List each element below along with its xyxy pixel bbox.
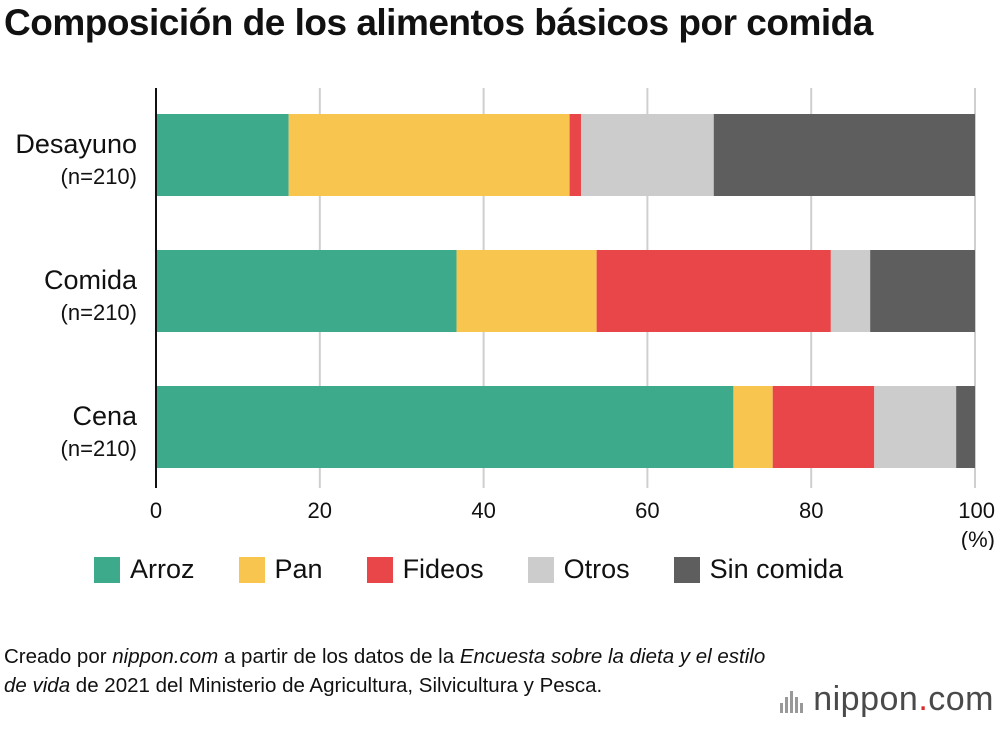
category-sublabel-cena: (n=210) xyxy=(61,436,137,461)
legend-item-fideos: Fideos xyxy=(366,554,484,585)
bar-cena-sin-comida xyxy=(956,386,975,468)
legend-label-pan: Pan xyxy=(274,554,323,584)
bar-desayuno-sin-comida xyxy=(713,114,975,196)
bar-comida-arroz xyxy=(156,250,457,332)
legend-item-pan: Pan xyxy=(238,554,323,585)
logo-name: nippon xyxy=(813,680,919,718)
source-text-2: a partir de los datos de la xyxy=(218,645,460,668)
legend-item-arroz: Arroz xyxy=(94,554,195,585)
source-text-3: de 2021 del Ministerio de Agricultura, S… xyxy=(70,673,603,697)
legend-swatch-pan xyxy=(238,556,265,583)
x-tick-label-0: 0 xyxy=(150,498,162,523)
bar-cena-otros xyxy=(874,386,957,468)
category-label-cena: Cena xyxy=(72,401,138,431)
bar-comida-pan xyxy=(456,250,597,332)
logo-bars-icon xyxy=(780,687,805,713)
category-label-desayuno: Desayuno xyxy=(15,129,137,159)
bar-desayuno-fideos xyxy=(569,114,582,196)
x-tick-label-40: 40 xyxy=(471,498,495,523)
x-axis-unit: (%) xyxy=(961,527,995,550)
logo-tld: com xyxy=(928,680,994,718)
legend-label-fideos: Fideos xyxy=(402,554,484,584)
stacked-bar-chart: Desayuno (n=210) Comida (n=210) Cena (n=210) 0… xyxy=(15,88,995,550)
legend-label-otros: Otros xyxy=(563,554,630,584)
legend-label-sin-comida: Sin comida xyxy=(709,554,844,584)
category-label-comida: Comida xyxy=(44,265,138,295)
legend-label-arroz: Arroz xyxy=(130,554,195,584)
legend-swatch-sin-comida xyxy=(673,556,700,583)
source-survey: Encuesta sobre la dieta y el estilo de v… xyxy=(4,645,766,697)
category-sublabel-comida: (n=210) xyxy=(61,300,137,325)
bar-comida-sin-comida xyxy=(870,250,975,332)
bar-cena-pan xyxy=(733,386,773,468)
source-note: Creado por nippon.com a partir de los da… xyxy=(4,643,784,700)
x-tick-label-80: 80 xyxy=(799,498,823,523)
chart-title: Composición de los alimentos básicos por… xyxy=(4,2,873,43)
category-sublabel-desayuno: (n=210) xyxy=(61,164,137,189)
nippon-logo: nippon. com xyxy=(780,680,994,719)
bar-cena-arroz xyxy=(156,386,734,468)
bar-comida-otros xyxy=(830,250,871,332)
legend-item-sin-comida: Sin comida xyxy=(673,554,844,585)
source-text-1: Creado por xyxy=(4,645,113,668)
legend-swatch-otros xyxy=(527,556,554,583)
x-tick-label-20: 20 xyxy=(308,498,332,523)
legend-swatch-fideos xyxy=(366,556,393,583)
source-site: nippon.com xyxy=(112,645,219,668)
legend-swatch-arroz xyxy=(94,556,120,583)
bar-cena-fideos xyxy=(772,386,875,468)
x-tick-label-60: 60 xyxy=(635,498,659,523)
logo-dot: . xyxy=(918,680,929,718)
legend: Arroz Pan Fideos Otros Sin comida xyxy=(94,554,843,585)
bar-desayuno-arroz xyxy=(156,114,289,196)
bar-comida-fideos xyxy=(596,250,831,332)
bar-desayuno-pan xyxy=(288,114,570,196)
legend-item-otros: Otros xyxy=(527,554,630,585)
x-tick-label-100: 100 xyxy=(958,498,995,523)
bar-desayuno-otros xyxy=(581,114,714,196)
